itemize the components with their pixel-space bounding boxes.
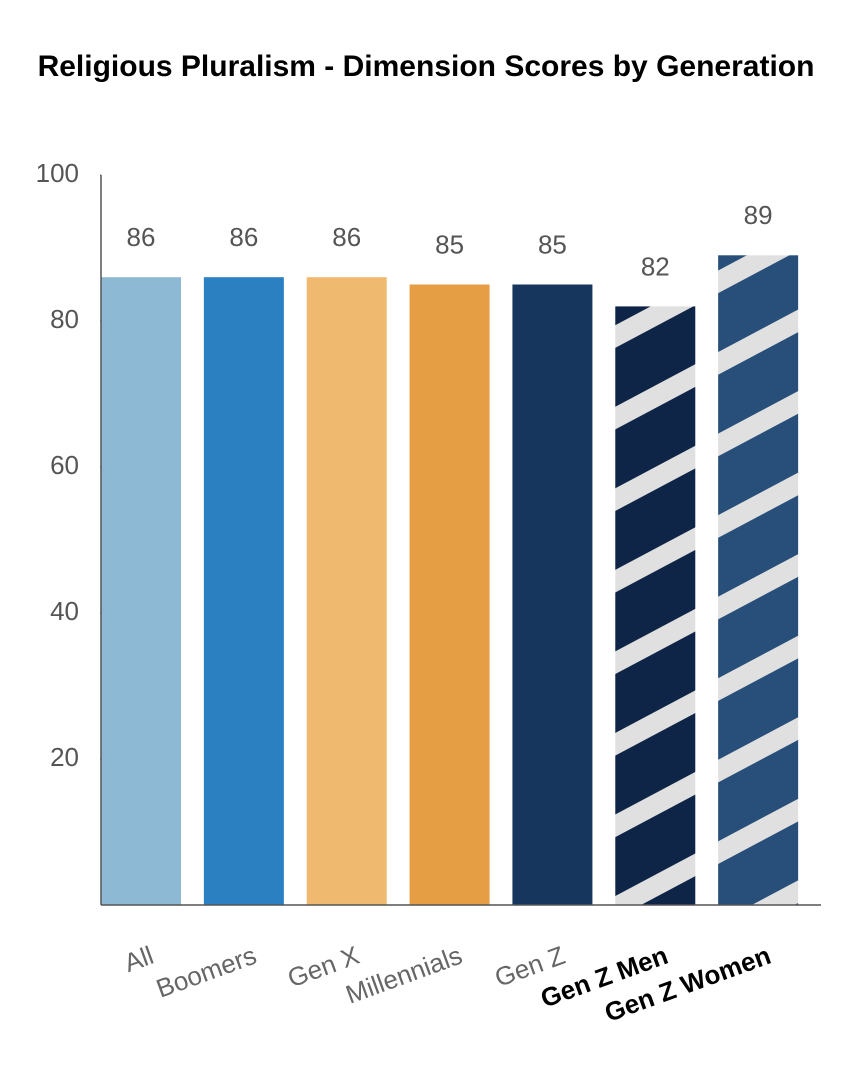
bar bbox=[203, 277, 284, 905]
value-label: 86 bbox=[229, 222, 258, 252]
value-label: 85 bbox=[435, 229, 464, 259]
value-label: 85 bbox=[538, 229, 567, 259]
y-tick-label: 40 bbox=[50, 596, 79, 626]
value-label: 86 bbox=[127, 222, 156, 252]
x-tick-label: Millennials bbox=[342, 940, 466, 1010]
y-tick-label: 60 bbox=[50, 450, 79, 480]
x-tick-label: Boomers bbox=[152, 940, 260, 1004]
value-label: 86 bbox=[332, 222, 361, 252]
bar bbox=[409, 284, 490, 905]
bar bbox=[718, 255, 799, 906]
y-tick-label: 80 bbox=[50, 304, 79, 334]
bar bbox=[306, 277, 387, 905]
value-label: 82 bbox=[641, 251, 670, 281]
x-tick-label: All bbox=[120, 940, 157, 978]
chart-title: Religious Pluralism - Dimension Scores b… bbox=[38, 50, 815, 83]
y-tick-label: 100 bbox=[36, 158, 79, 188]
y-tick-label: 20 bbox=[50, 742, 79, 772]
bar bbox=[101, 277, 181, 905]
value-label: 89 bbox=[744, 200, 773, 230]
bar bbox=[615, 306, 696, 905]
bar bbox=[512, 284, 593, 905]
